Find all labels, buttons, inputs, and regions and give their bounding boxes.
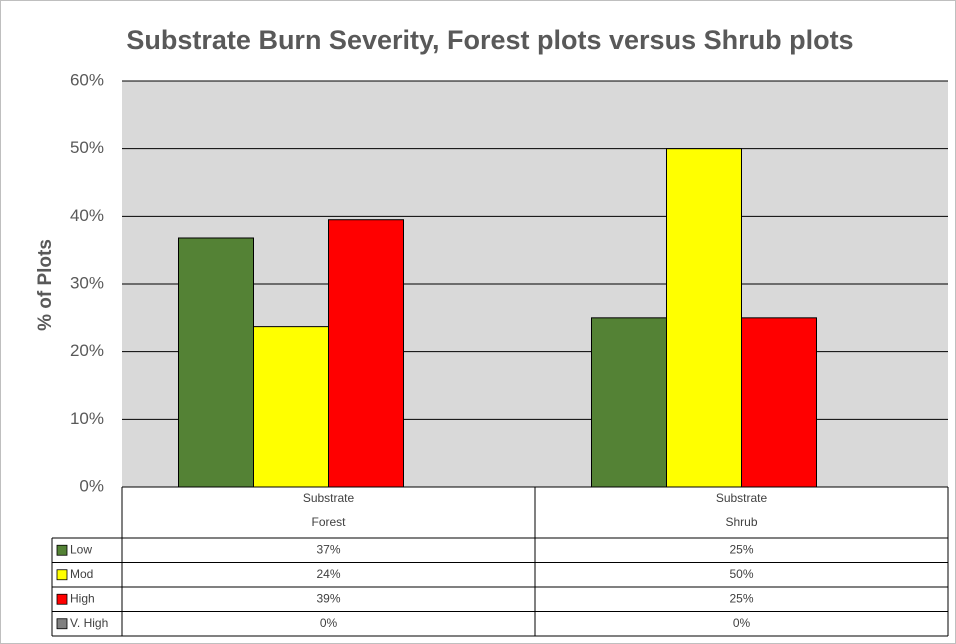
bar: [328, 219, 405, 488]
y-tick-label: 10%: [70, 409, 104, 428]
legend-label: Mod: [70, 567, 93, 581]
table-value: 0%: [320, 616, 338, 630]
legend-swatch: [56, 618, 68, 630]
y-tick-label: 20%: [70, 341, 104, 360]
table-value: 25%: [729, 591, 753, 605]
table-value: 50%: [729, 567, 753, 581]
legend-swatch: [56, 544, 68, 556]
y-axis-label: % of Plots: [35, 239, 56, 331]
bar: [741, 317, 818, 488]
chart-title: Substrate Burn Severity, Forest plots ve…: [126, 25, 853, 55]
table-value: 24%: [316, 567, 340, 581]
bar: [252, 326, 330, 488]
table-value: 39%: [316, 591, 340, 605]
bar: [590, 317, 667, 488]
bar: [665, 148, 743, 488]
legend-swatch: [56, 593, 68, 605]
y-tick-label: 40%: [70, 206, 104, 225]
bar: [177, 237, 254, 488]
y-tick-label: 0%: [79, 476, 104, 495]
legend-label: High: [70, 591, 95, 605]
legend-label: Low: [70, 542, 92, 556]
x-tick-label: Substrate: [716, 491, 768, 505]
y-tick-label: 30%: [70, 273, 104, 292]
y-tick-label: 50%: [70, 138, 104, 157]
x-tick-label: Shrub: [725, 515, 757, 529]
y-tick-label: 60%: [70, 70, 104, 89]
x-tick-label: Substrate: [303, 491, 355, 505]
legend-label: V. High: [70, 616, 108, 630]
table-value: 37%: [316, 542, 340, 556]
table-value: 0%: [733, 616, 751, 630]
x-tick-label: Forest: [311, 515, 346, 529]
table-value: 25%: [729, 542, 753, 556]
legend-swatch: [56, 569, 68, 581]
